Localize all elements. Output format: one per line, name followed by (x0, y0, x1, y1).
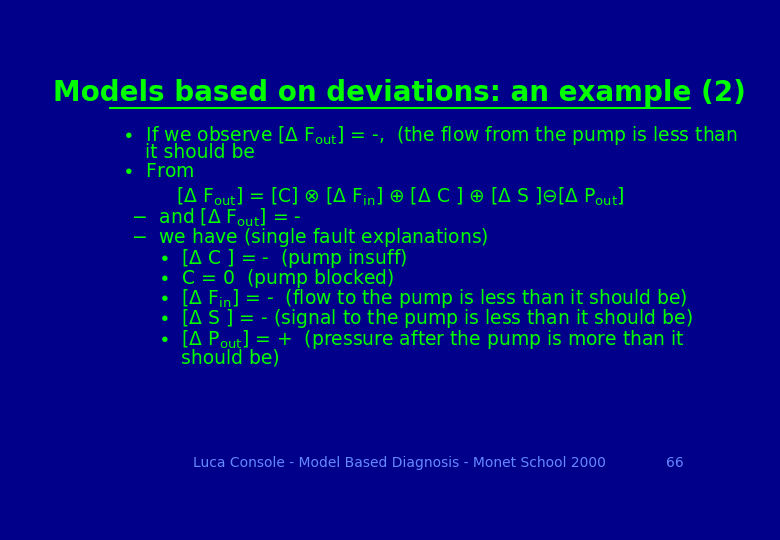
Text: $\bullet$  [$\Delta$ C ] = -  (pump insuff): $\bullet$ [$\Delta$ C ] = - (pump insuff… (158, 247, 407, 270)
Text: $-$  and [$\Delta$ F$_{\mathregular{out}}$] = -: $-$ and [$\Delta$ F$_{\mathregular{out}}… (131, 207, 301, 229)
Text: $\bullet$  If we observe [$\Delta$ F$_{\mathregular{out}}$] = -,  (the flow from: $\bullet$ If we observe [$\Delta$ F$_{\m… (122, 124, 737, 147)
Text: it should be: it should be (144, 143, 254, 162)
Text: $\bullet$  [$\Delta$ P$_{\mathregular{out}}$] = +  (pressure after the pump is m: $\bullet$ [$\Delta$ P$_{\mathregular{out… (158, 328, 685, 352)
Text: Luca Console - Model Based Diagnosis - Monet School 2000: Luca Console - Model Based Diagnosis - M… (193, 456, 606, 470)
Text: should be): should be) (181, 348, 279, 367)
Text: $\bullet$  From: $\bullet$ From (122, 161, 194, 181)
Text: [$\Delta$ F$_{\mathregular{out}}$] = [C] $\otimes$ [$\Delta$ F$_{\mathregular{in: [$\Delta$ F$_{\mathregular{out}}$] = [C]… (176, 185, 625, 208)
Text: $\bullet$  [$\Delta$ S ] = - (signal to the pump is less than it should be): $\bullet$ [$\Delta$ S ] = - (signal to t… (158, 307, 693, 330)
Text: $-$  we have (single fault explanations): $-$ we have (single fault explanations) (131, 226, 488, 249)
Text: 66: 66 (666, 456, 684, 470)
Text: $\bullet$  [$\Delta$ F$_{\mathregular{in}}$] = -  (flow to the pump is less than: $\bullet$ [$\Delta$ F$_{\mathregular{in}… (158, 287, 688, 310)
Text: $\bullet$  C = 0  (pump blocked): $\bullet$ C = 0 (pump blocked) (158, 267, 394, 290)
Text: Models based on deviations: an example (2): Models based on deviations: an example (… (53, 79, 746, 107)
